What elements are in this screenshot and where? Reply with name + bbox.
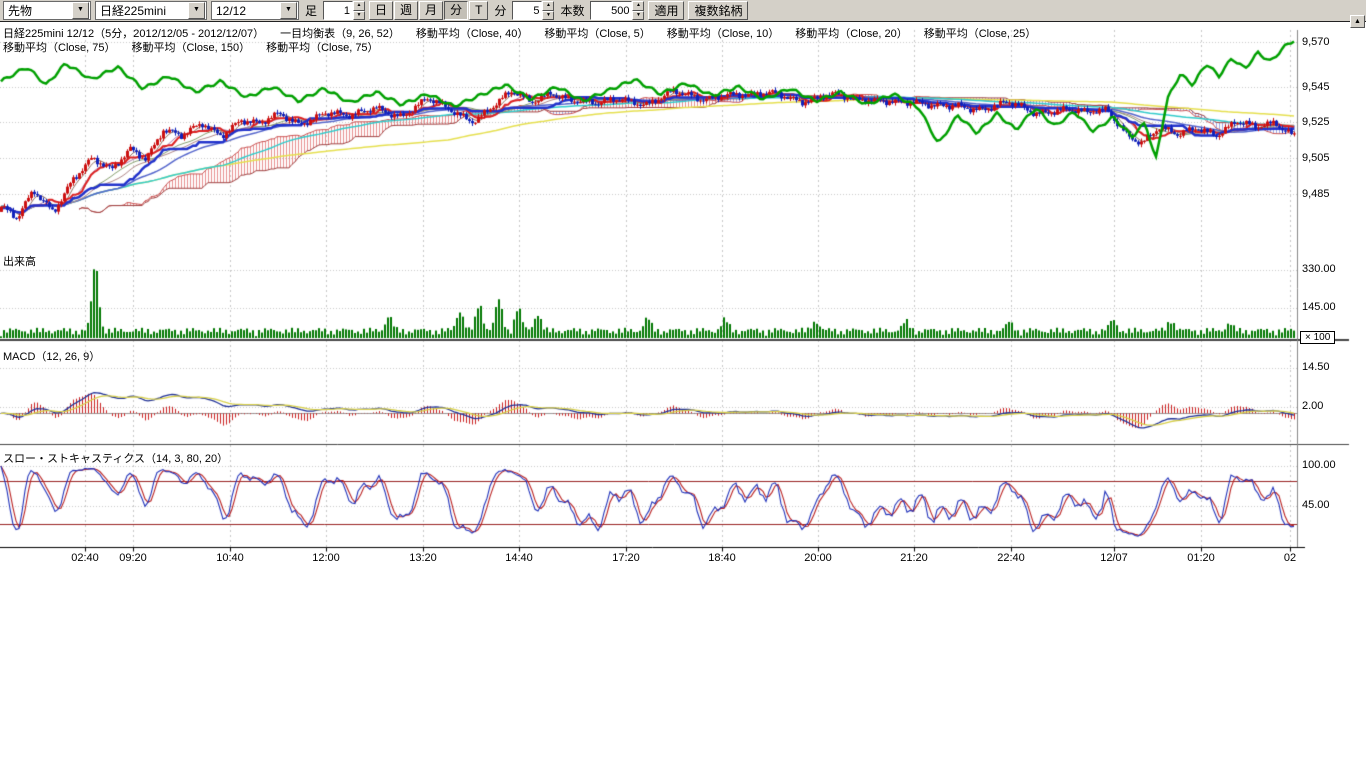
price-axis-label: 9,505 (1302, 152, 1330, 164)
macd-pane-label: MACD（12, 26, 9） (3, 348, 100, 364)
spin-up-icon[interactable]: ▲ (542, 1, 554, 11)
chart-canvas[interactable] (0, 0, 1366, 575)
spin-down-icon[interactable]: ▼ (353, 11, 365, 21)
legend-item: 移動平均（Close, 20） (795, 28, 907, 40)
time-axis-label: 20:00 (804, 552, 832, 564)
period-unit-button[interactable]: T (469, 1, 488, 20)
legend-item: 移動平均（Close, 75） (266, 42, 378, 54)
contract-date-value: 12/12 (216, 4, 246, 18)
instrument-select[interactable]: 日経225mini ▼ (95, 1, 207, 20)
legend-item: 移動平均（Close, 40） (416, 28, 528, 40)
time-axis-label: 02:40 (71, 552, 99, 564)
time-axis-label: 18:40 (708, 552, 736, 564)
minute-field: ▲ ▼ (512, 1, 554, 20)
time-axis-label: 02 (1284, 552, 1296, 564)
time-axis-label: 14:40 (505, 552, 533, 564)
bars-label: 本数 (558, 2, 586, 19)
chart-application-window: 先物 ▼ 日経225mini ▼ 12/12 ▼ 足 ▲ ▼ 日週月分T 分 ▲… (0, 0, 1366, 768)
contract-date-select[interactable]: 12/12 ▼ (211, 1, 299, 20)
time-axis-label: 01:20 (1187, 552, 1215, 564)
period-unit-button[interactable]: 分 (444, 1, 468, 20)
time-axis-label: 12/07 (1100, 552, 1128, 564)
minute-label: 分 (492, 2, 508, 19)
spin-up-icon[interactable]: ▲ (632, 1, 644, 11)
volume-axis-label: 330.00 (1302, 263, 1336, 275)
toolbar: 先物 ▼ 日経225mini ▼ 12/12 ▼ 足 ▲ ▼ 日週月分T 分 ▲… (0, 0, 1366, 22)
period-unit-buttons: 日週月分T (369, 1, 488, 20)
price-axis-label: 9,485 (1302, 188, 1330, 200)
instrument-value: 日経225mini (100, 2, 166, 19)
time-axis-label: 13:20 (409, 552, 437, 564)
price-axis-label: 9,570 (1302, 36, 1330, 48)
period-count-input[interactable] (323, 1, 353, 20)
dropdown-arrow-icon[interactable]: ▼ (280, 2, 297, 19)
price-axis-label: 9,525 (1302, 116, 1330, 128)
bars-field: ▲ ▼ (590, 1, 644, 20)
volume-axis-label: 145.00 (1302, 301, 1336, 313)
macd-axis-label: 2.00 (1302, 400, 1323, 412)
volume-pane-label: 出来高 (3, 253, 36, 269)
stochastics-pane-label: スロー・ストキャスティクス（14, 3, 80, 20） (3, 450, 228, 466)
spin-down-icon[interactable]: ▼ (542, 11, 554, 21)
macd-axis-label: 14.50 (1302, 361, 1330, 373)
time-axis-label: 22:40 (997, 552, 1025, 564)
period-count-field: ▲ ▼ (323, 1, 365, 20)
spinner: ▲ ▼ (542, 1, 554, 20)
time-axis-label: 17:20 (612, 552, 640, 564)
apply-button[interactable]: 適用 (648, 1, 684, 20)
scroll-up-icon: ▲ (1354, 18, 1361, 25)
time-axis-label: 10:40 (216, 552, 244, 564)
legend-item: 移動平均（Close, 75） (3, 42, 115, 54)
dropdown-arrow-icon[interactable]: ▼ (188, 2, 205, 19)
legend-item: 移動平均（Close, 5） (544, 28, 650, 40)
volume-multiplier-badge: × 100 (1300, 331, 1335, 344)
period-unit-button[interactable]: 月 (419, 1, 443, 20)
legend-item: 移動平均（Close, 25） (924, 28, 1036, 40)
legend-item: 移動平均（Close, 10） (667, 28, 779, 40)
instrument-type-value: 先物 (8, 2, 32, 19)
spin-down-icon[interactable]: ▼ (632, 11, 644, 21)
instrument-type-select[interactable]: 先物 ▼ (3, 1, 91, 20)
time-axis-label: 21:20 (900, 552, 928, 564)
spin-up-icon[interactable]: ▲ (353, 1, 365, 11)
spinner: ▲ ▼ (353, 1, 365, 20)
time-axis-label: 12:00 (312, 552, 340, 564)
stoch-axis-label: 100.00 (1302, 459, 1336, 471)
period-unit-button[interactable]: 週 (394, 1, 418, 20)
legend-row-2: 移動平均（Close, 75） 移動平均（Close, 150） 移動平均（Clos… (3, 39, 395, 55)
dropdown-arrow-icon[interactable]: ▼ (72, 2, 89, 19)
spinner: ▲ ▼ (632, 1, 644, 20)
minute-input[interactable] (512, 1, 542, 20)
scroll-up-button[interactable]: ▲ (1350, 15, 1365, 28)
legend-item: 移動平均（Close, 150） (131, 42, 250, 54)
price-axis-label: 9,545 (1302, 81, 1330, 93)
bars-input[interactable] (590, 1, 632, 20)
period-unit-button[interactable]: 日 (369, 1, 393, 20)
multi-symbol-button[interactable]: 複数銘柄 (688, 1, 748, 20)
period-label: 足 (303, 2, 319, 19)
stoch-axis-label: 45.00 (1302, 499, 1330, 511)
time-axis-label: 09:20 (119, 552, 147, 564)
